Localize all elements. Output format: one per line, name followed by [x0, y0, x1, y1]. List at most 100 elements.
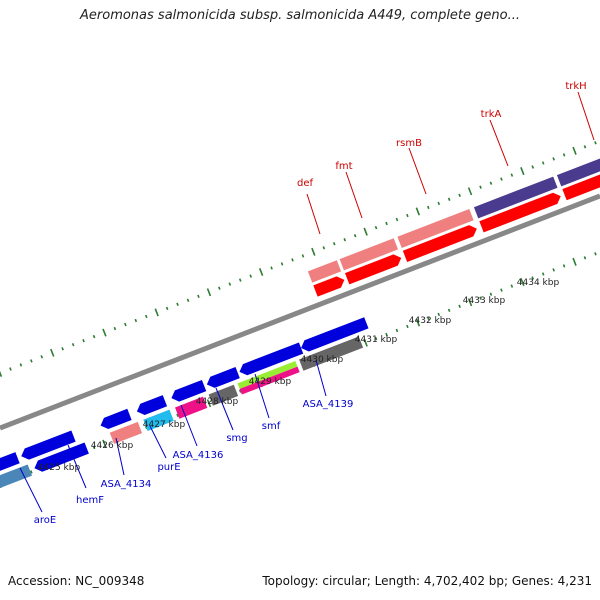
minor-tick	[238, 389, 242, 393]
forward-label-group: def fmt rsmB trkA trkH	[297, 81, 595, 235]
gene-label-trkA[interactable]: trkA	[481, 109, 502, 120]
minor-tick	[113, 326, 117, 331]
gene-arrow-reverse[interactable]	[135, 395, 168, 417]
minor-tick	[374, 225, 378, 230]
gene-block-fmt[interactable]	[339, 238, 399, 271]
gene-arrow-reverse[interactable]	[205, 366, 240, 390]
gene-arrow-forward[interactable]	[562, 160, 600, 201]
gene-arrow-forward[interactable]	[402, 223, 479, 262]
minor-tick	[353, 234, 357, 238]
minor-tick	[197, 294, 200, 298]
reverse-label-group: aroE hemF ASA_4134 purE ASA_4136 smg smf…	[19, 359, 354, 526]
gene-arrow-reverse[interactable]	[0, 452, 20, 474]
scale-label: 4427 kbp	[143, 420, 186, 430]
minor-tick	[144, 425, 148, 430]
gene-block-def[interactable]	[307, 260, 342, 283]
gene-label-smf[interactable]: smf	[262, 421, 281, 432]
gene-label-aroE[interactable]: aroE	[34, 515, 56, 526]
gene-arrow-forward[interactable]	[345, 252, 403, 285]
gene-arrow-reverse[interactable]	[237, 342, 304, 377]
leader-line	[19, 467, 43, 513]
major-tick	[415, 207, 421, 216]
minor-tick	[134, 318, 138, 323]
gene-label-def[interactable]: def	[297, 178, 314, 189]
minor-tick	[249, 274, 253, 278]
gene-block-purE[interactable]	[143, 409, 174, 431]
gene-label-trkH[interactable]: trkH	[565, 81, 586, 92]
major-tick	[572, 257, 577, 266]
scale-label: 4430 kbp	[301, 355, 344, 365]
minor-tick	[92, 445, 96, 450]
gene-label-purE[interactable]: purE	[157, 462, 180, 473]
gene-block-smf-upper[interactable]	[237, 360, 298, 389]
minor-tick	[82, 339, 85, 343]
minor-tick	[144, 314, 148, 319]
gene-block-aroE[interactable]	[0, 464, 32, 489]
scale-label: 4433 kbp	[463, 296, 506, 306]
gene-block-ASA_4136[interactable]	[175, 396, 208, 419]
major-tick	[102, 328, 107, 337]
major-tick	[572, 146, 577, 155]
major-tick	[206, 288, 212, 297]
leader-line	[577, 91, 595, 141]
leader-line	[149, 425, 167, 459]
major-tick	[363, 227, 368, 236]
tick-row-upper	[0, 141, 597, 377]
gene-block-ASA_4139[interactable]	[299, 336, 364, 371]
minor-tick	[458, 193, 461, 197]
gene-arrow-hemF[interactable]	[32, 442, 89, 473]
scale-label: 4425 kbp	[38, 463, 81, 473]
gene-block-trkA[interactable]	[473, 176, 558, 219]
scale-label: 4432 kbp	[409, 316, 452, 326]
gene-arrow-forward[interactable]	[479, 191, 563, 233]
scale-label: 4428 kbp	[196, 397, 239, 407]
gene-label-ASA_4139[interactable]: ASA_4139	[303, 399, 354, 410]
minor-tick	[19, 363, 23, 367]
minor-tick	[124, 322, 127, 327]
reverse-outer-track	[0, 317, 369, 474]
gene-label-hemF[interactable]: hemF	[76, 495, 104, 506]
genome-stats-text: Topology: circular; Length: 4,702,402 bp…	[262, 574, 592, 588]
minor-tick	[40, 355, 44, 359]
gene-label-rsmB[interactable]: rsmB	[396, 138, 422, 149]
minor-tick	[343, 238, 347, 242]
gene-arrow-reverse[interactable]	[19, 430, 76, 461]
minor-tick	[500, 288, 503, 292]
minor-tick	[165, 306, 169, 311]
minor-tick	[531, 165, 535, 169]
major-tick	[520, 278, 525, 287]
gene-block-smg[interactable]	[208, 384, 239, 406]
minor-tick	[500, 177, 503, 181]
gene-arrow-reverse[interactable]	[299, 317, 369, 353]
minor-tick	[489, 181, 493, 185]
minor-tick	[437, 312, 441, 317]
minor-tick	[332, 242, 336, 246]
minor-tick	[583, 256, 587, 260]
major-tick	[50, 348, 55, 357]
major-tick	[258, 268, 264, 276]
gene-label-smg[interactable]: smg	[226, 433, 247, 444]
leader-line	[67, 444, 87, 489]
leader-line	[408, 147, 427, 195]
gene-block-rsmB[interactable]	[397, 209, 474, 248]
minor-tick	[427, 316, 430, 321]
gene-arrow-forward[interactable]	[313, 274, 346, 297]
minor-tick	[228, 282, 232, 286]
minor-tick	[510, 173, 514, 177]
minor-tick	[395, 217, 399, 222]
leader-line	[489, 119, 509, 167]
gene-label-ASA_4136[interactable]: ASA_4136	[173, 450, 224, 461]
gene-arrow-reverse[interactable]	[98, 408, 132, 431]
gene-label-ASA_4134[interactable]: ASA_4134	[101, 479, 152, 490]
forward-outer-track	[307, 146, 600, 283]
scale-label: 4434 kbp	[517, 278, 560, 288]
gene-block-smf-lower[interactable]	[239, 366, 300, 395]
minor-tick	[594, 141, 597, 145]
major-tick	[415, 318, 421, 327]
gene-arrow-reverse[interactable]	[169, 379, 207, 404]
scale-label: 4426 kbp	[91, 441, 134, 451]
gene-label-fmt[interactable]: fmt	[335, 161, 352, 172]
gene-block-trkH[interactable]	[556, 146, 600, 187]
gene-block-ASA_4134[interactable]	[109, 421, 143, 444]
